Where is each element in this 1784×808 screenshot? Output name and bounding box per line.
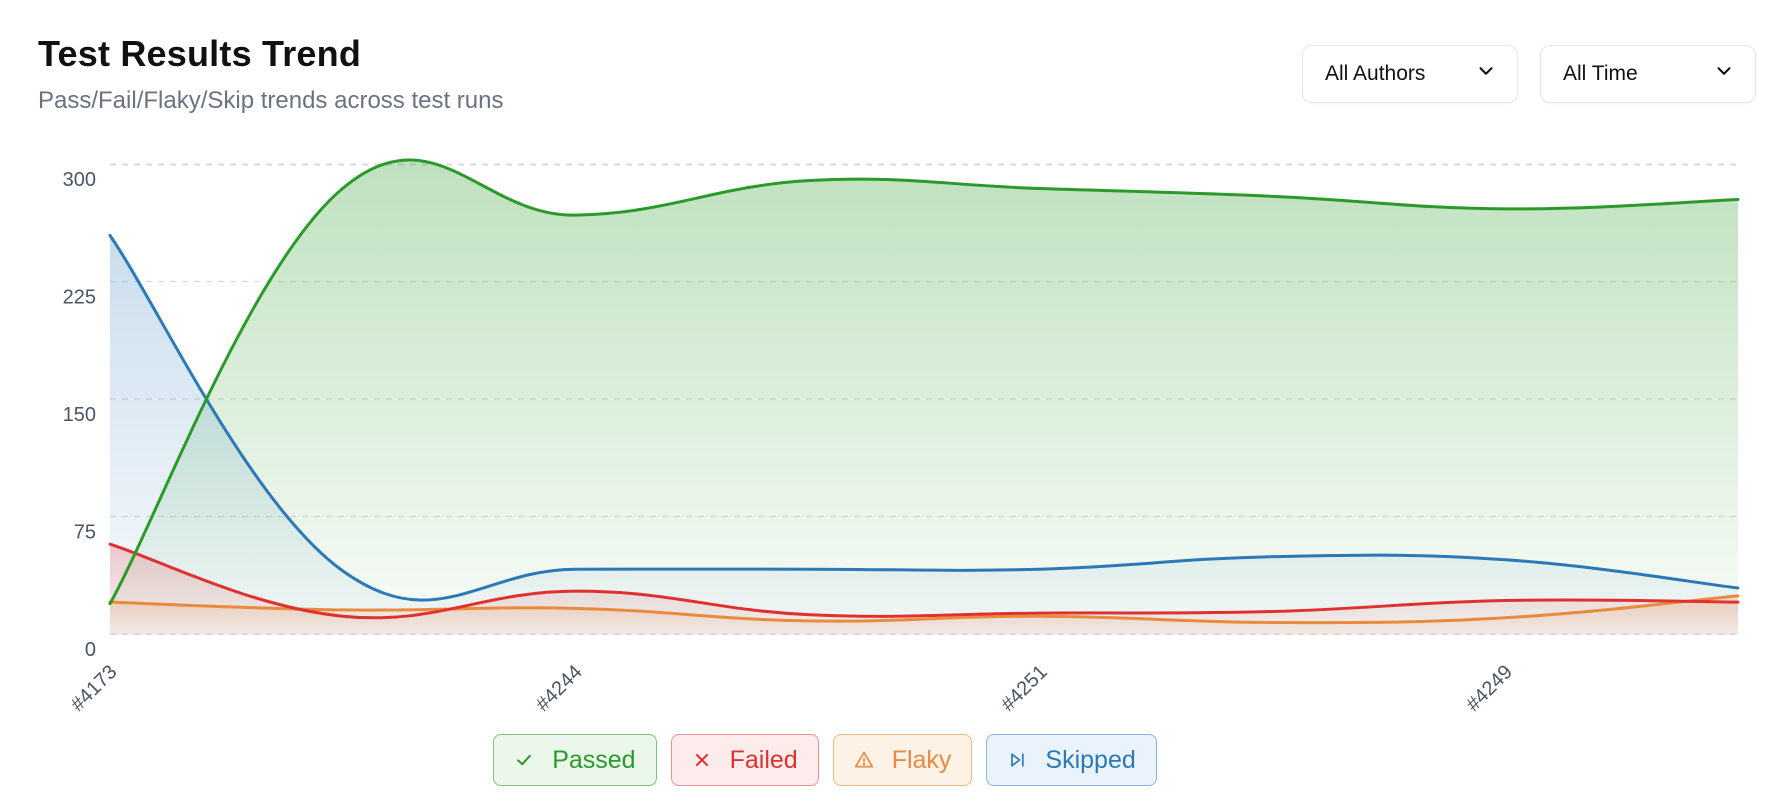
y-tick-label: 225 bbox=[63, 287, 96, 309]
area-flaky bbox=[110, 595, 1738, 635]
legend-failed[interactable]: Failed bbox=[670, 734, 819, 786]
page-subtitle: Pass/Fail/Flaky/Skip trends across test … bbox=[38, 86, 504, 114]
check-icon bbox=[514, 750, 534, 770]
y-axis: 0 75 150 225 300 bbox=[63, 169, 96, 661]
series-line-flaky bbox=[108, 594, 1740, 625]
series-line-skipped bbox=[108, 234, 1740, 602]
y-tick-label: 150 bbox=[63, 404, 96, 426]
chart-legend: Passed Failed Flaky Skipped bbox=[0, 734, 1784, 786]
area-passed bbox=[110, 159, 1738, 636]
x-axis: #4173 #4244 #4251 #4249 bbox=[67, 661, 1517, 716]
y-tick-label: 0 bbox=[85, 639, 96, 661]
chart-areas bbox=[110, 159, 1738, 636]
legend-passed[interactable]: Passed bbox=[493, 734, 657, 786]
skip-forward-icon bbox=[1007, 750, 1027, 770]
legend-passed-label: Passed bbox=[552, 745, 636, 774]
close-icon bbox=[692, 750, 712, 770]
x-tick-label: #4249 bbox=[1462, 661, 1517, 716]
trend-chart: 0 75 150 225 300 #4173 #4244 #4251 #4249 bbox=[63, 158, 1740, 716]
x-tick-label: #4244 bbox=[532, 661, 587, 716]
series-line-failed bbox=[108, 542, 1740, 620]
filters: All Authors All Time bbox=[1302, 45, 1756, 103]
chart-header: Test Results Trend Pass/Fail/Flaky/Skip … bbox=[38, 34, 504, 114]
series-line-passed bbox=[108, 158, 1740, 606]
x-tick-label: #4251 bbox=[997, 661, 1052, 716]
y-tick-label: 300 bbox=[63, 169, 96, 191]
legend-flaky-label: Flaky bbox=[891, 745, 952, 774]
legend-failed-label: Failed bbox=[729, 745, 798, 774]
warning-icon bbox=[854, 750, 874, 770]
legend-skipped[interactable]: Skipped bbox=[986, 734, 1157, 786]
authors-select[interactable]: All Authors bbox=[1302, 45, 1518, 103]
legend-flaky[interactable]: Flaky bbox=[832, 734, 973, 786]
chevron-down-icon bbox=[1713, 60, 1735, 88]
area-skipped bbox=[110, 235, 1738, 635]
x-tick-label: #4173 bbox=[67, 661, 122, 716]
time-select[interactable]: All Time bbox=[1540, 45, 1756, 103]
page-title: Test Results Trend bbox=[38, 33, 362, 74]
authors-select-value: All Authors bbox=[1325, 62, 1426, 85]
chevron-down-icon bbox=[1475, 60, 1497, 88]
chart-lines bbox=[108, 158, 1740, 625]
time-select-value: All Time bbox=[1563, 62, 1638, 85]
y-tick-label: 75 bbox=[74, 522, 96, 544]
legend-skipped-label: Skipped bbox=[1045, 745, 1136, 774]
